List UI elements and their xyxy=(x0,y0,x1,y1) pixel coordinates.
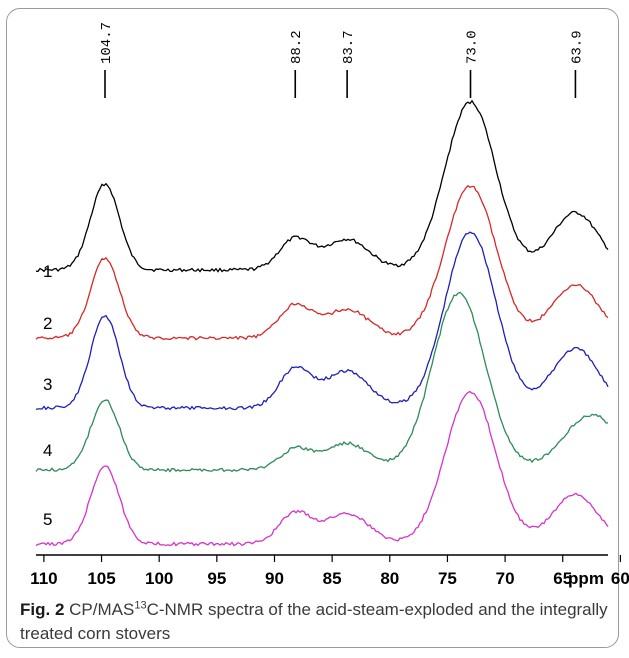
peak-marker-label-83.7: 83.7 xyxy=(341,30,357,64)
x-tick-label-85: 85 xyxy=(323,569,342,588)
x-tick-label-90: 90 xyxy=(265,569,284,588)
series-label-1: 1 xyxy=(43,262,52,281)
peak-marker-label-104.7: 104.7 xyxy=(99,22,115,64)
x-tick-label-75: 75 xyxy=(438,569,457,588)
spectrum-line-2 xyxy=(35,184,609,341)
x-axis-label: ppm xyxy=(568,569,604,588)
x-axis: ppm 110 105 100 95 90 85 80 75 70 65 60 xyxy=(30,554,629,588)
x-tick-label-100: 100 xyxy=(145,569,173,588)
peak-marker-label-63.9: 63.9 xyxy=(569,30,585,64)
spectrum-line-3 xyxy=(35,231,609,411)
series-label-4: 4 xyxy=(43,441,52,460)
x-tick-label-110: 110 xyxy=(30,569,57,588)
spectrum-line-1 xyxy=(35,99,609,273)
caption-text-before: CP/MAS xyxy=(69,600,135,619)
x-tick-label-80: 80 xyxy=(380,569,399,588)
figure-label: Fig. 2 xyxy=(20,600,65,619)
peak-markers: 104.788.283.773.063.956.0 xyxy=(99,22,585,98)
x-tick-label-60: 60 xyxy=(611,569,629,588)
series-label-3: 3 xyxy=(43,375,52,394)
x-tick-label-70: 70 xyxy=(496,569,515,588)
spectrum-line-5 xyxy=(35,390,609,547)
x-tick-label-95: 95 xyxy=(207,569,226,588)
x-tick-label-65: 65 xyxy=(553,569,572,588)
figure-frame xyxy=(6,8,619,648)
series-label-5: 5 xyxy=(43,510,52,529)
x-tick-label-105: 105 xyxy=(87,569,115,588)
spectrum-line-4 xyxy=(35,291,609,473)
figure-caption: Fig. 2 CP/MAS13C-NMR spectra of the acid… xyxy=(20,598,616,646)
caption-text-after: C-NMR spectra of the acid-steam-exploded… xyxy=(20,600,608,643)
peak-marker-label-73.0: 73.0 xyxy=(465,30,481,64)
peak-marker-label-88.2: 88.2 xyxy=(289,30,305,64)
spectra-series: 1 2 3 4 5 xyxy=(35,99,609,547)
caption-superscript: 13 xyxy=(134,599,147,612)
series-label-2: 2 xyxy=(43,314,52,333)
